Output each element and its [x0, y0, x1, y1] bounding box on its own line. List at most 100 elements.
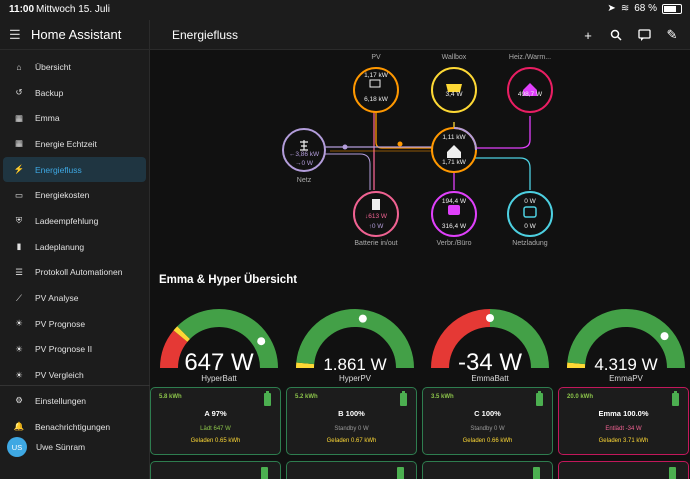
charger-card[interactable] [150, 461, 281, 479]
gear-icon: ⚙ [15, 395, 23, 406]
sidebar-item-backup[interactable]: ↺ Backup [3, 80, 146, 106]
battery-node-icon [372, 199, 380, 210]
transmission-tower-icon [300, 140, 308, 151]
sidebar-item-energie-echtzeit[interactable]: ▦ Energie Echtzeit [3, 131, 146, 157]
socket-icon [448, 205, 460, 215]
battery-label: Batterie in/out [354, 240, 398, 247]
battery-card[interactable]: 5.2 kWh B 100% Standby 0 W Geladen 0.67 kWh [286, 387, 417, 455]
sidebar-item-pv-analyse[interactable]: ⟋ PV Analyse [3, 285, 146, 311]
netload-top-value: 0 W [524, 198, 536, 205]
gauge-needle [660, 332, 669, 341]
home-top-value: 1,11 kW [442, 134, 466, 141]
grid-bottom-value: →0 W [294, 160, 314, 167]
sidebar-item-einstellungen[interactable]: ⚙ Einstellungen [3, 388, 147, 414]
consumer-label: Verbr./Büro [436, 240, 472, 247]
gauge-hyperbatt[interactable]: 647 W [154, 300, 284, 380]
status-bar: 11:00 Mittwoch 15. Juli ➤ ≋ 68 % [0, 0, 690, 20]
battery-top-value: ↓613 W [364, 213, 388, 220]
gauge-label: EmmaPV [609, 374, 643, 383]
sidebar-item-pv-prognose[interactable]: ☀ PV Prognose [3, 311, 146, 337]
card-state: Standby 0 W [470, 426, 505, 432]
heat-value: 498,7 W [517, 91, 543, 98]
user-name: Uwe Sünram [36, 442, 86, 452]
sidebar-item-label: PV Prognose [35, 318, 86, 329]
battery-percent: 68 % [634, 3, 657, 14]
card-name: C 100% [474, 409, 501, 418]
battery-icon [400, 391, 407, 406]
sidebar-item-label: Ladeempfehlung [35, 215, 99, 226]
gauge-value: 1.861 W [323, 355, 386, 374]
sidebar: ☰ Home Assistant ⌂ Übersicht ↺ Backup ▦ Emma ▦… [0, 20, 150, 479]
sidebar-item-emma[interactable]: ▦ Emma [3, 105, 146, 131]
sidebar-user[interactable]: US Uwe Sünram [0, 432, 150, 462]
charger-card[interactable] [286, 461, 417, 479]
consumer-bottom-value: 316,4 W [441, 223, 467, 230]
car-icon [446, 84, 462, 92]
location-icon: ➤ [607, 3, 616, 14]
socket-outline-icon [523, 206, 537, 218]
main-content: PV 1,17 kW 6,18 kW Wallbox 3,4 W Heiz./W… [150, 50, 690, 479]
card-loaded: Geladen 0.65 kWh [190, 438, 241, 444]
netload-label: Netzladung [512, 240, 548, 247]
search-icon[interactable] [608, 27, 624, 43]
menu-icon[interactable]: ☰ [9, 26, 21, 42]
solar-panel-icon [369, 79, 381, 88]
gauge-value: 4.319 W [594, 355, 657, 374]
gauge-needle [486, 314, 494, 322]
sidebar-item-benachrichtigungen[interactable]: 🔔 Benachrichtigungen [3, 414, 147, 440]
gauge-emmapv[interactable]: 4.319 W [561, 300, 690, 380]
card-loaded: Geladen 0.66 kWh [462, 438, 513, 444]
battery-node [353, 191, 399, 237]
consumer-top-value: 194,4 W [441, 198, 467, 205]
sidebar-item-label: Energiekosten [35, 190, 90, 201]
edit-icon[interactable]: ✎ [666, 27, 678, 42]
battery-charging-icon [533, 467, 540, 479]
avatar: US [7, 437, 27, 457]
sidebar-item-label: Ladeplanung [35, 241, 85, 252]
add-icon[interactable]: + [584, 27, 592, 43]
card-name: B 100% [338, 409, 365, 418]
charger-card[interactable] [558, 461, 689, 479]
battery-icon [264, 391, 271, 406]
gauge-label: EmmaBatt [471, 374, 509, 383]
card-name: Emma 100.0% [598, 409, 649, 418]
battery-card[interactable]: 5.8 kWh A 97% Lädt 647 W Geladen 0.65 kWh [150, 387, 281, 455]
sidebar-item-energiefluss[interactable]: ⚡ Energiefluss [3, 156, 146, 183]
card-loaded: Geladen 0.67 kWh [326, 438, 377, 444]
chart-line-icon: ⟋ [16, 292, 22, 303]
battery-card[interactable]: 3.5 kWh C 100% Standby 0 W Geladen 0.66 kWh [422, 387, 553, 455]
sidebar-item-label: Protokoll Automationen [35, 267, 123, 278]
cash-icon: ▭ [14, 189, 24, 200]
pv-node [353, 67, 399, 113]
sidebar-item-pv-vergleich[interactable]: ☀ PV Vergleich [3, 362, 146, 388]
pv-bottom-value: 6,18 kW [364, 96, 388, 103]
card-state: Standby 0 W [334, 426, 369, 432]
sidebar-item-label: Übersicht [35, 61, 71, 72]
battery-charging-icon [669, 467, 676, 479]
sidebar-item-protokoll-automationen[interactable]: ☰ Protokoll Automationen [3, 260, 146, 286]
gauge-hyperpv[interactable]: 1.861 W [290, 300, 420, 380]
gauge-label: HyperBatt [201, 374, 237, 383]
home-bottom-value: 1,71 kW [442, 159, 466, 166]
battery-card[interactable]: 20.0 kWh Emma 100.0% Entlädt -34 W Geladen … [558, 387, 689, 455]
pv-top-value: 1,17 kW [364, 72, 388, 79]
charger-card[interactable] [422, 461, 553, 479]
solar-panel-icon: ▦ [14, 138, 24, 149]
sidebar-item-übersicht[interactable]: ⌂ Übersicht [3, 54, 146, 80]
gauge-emmabatt[interactable]: -34 W [425, 300, 555, 380]
sidebar-item-label: PV Prognose II [35, 344, 93, 355]
sidebar-item-label: Energiefluss [35, 164, 82, 175]
sidebar-item-energiekosten[interactable]: ▭ Energiekosten [3, 182, 146, 208]
assist-icon[interactable] [636, 27, 652, 43]
battery-bottom-value: ↑0 W [368, 223, 384, 230]
card-loaded: Geladen 3.71 kWh [598, 438, 649, 444]
sidebar-item-ladeempfehlung[interactable]: ⛨ Ladeempfehlung [3, 208, 146, 234]
battery-charging-icon [397, 467, 404, 479]
wallbox-label: Wallbox [441, 54, 467, 61]
status-date: Mittwoch 15. Juli [36, 4, 110, 15]
sidebar-item-ladeplanung[interactable]: ▮ Ladeplanung [3, 234, 146, 260]
card-state: Entlädt -34 W [605, 426, 642, 432]
sidebar-item-pv-prognose-ii[interactable]: ☀ PV Prognose II [3, 337, 146, 363]
sidebar-item-label: Benachrichtigungen [35, 421, 111, 432]
gauge-needle [257, 337, 266, 346]
